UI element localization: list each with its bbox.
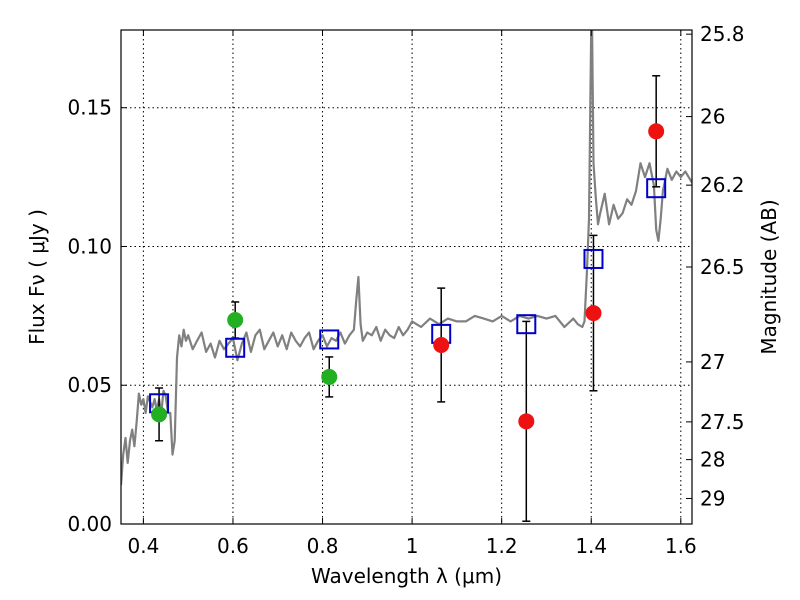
y-tick-label: 0.15	[67, 96, 112, 120]
x-tick-label: 1.6	[665, 534, 697, 558]
red-data-point	[433, 336, 450, 353]
model-spectrum-line	[121, 30, 692, 486]
right-axis-label: Magnitude (AB)	[757, 199, 781, 354]
red-data-point	[585, 305, 602, 322]
x-tick-label: 1	[406, 534, 419, 558]
right-tick-label: 27.5	[700, 410, 745, 434]
axis-ticks: 0.4 0.6 0.8 1 1.2 1.4 1.6 0.00 0.05 0.10 0.15 25.8 2…	[67, 22, 744, 558]
green-data-point	[227, 312, 244, 329]
x-tick-label: 0.8	[307, 534, 339, 558]
right-tick-label: 26.2	[700, 173, 745, 197]
right-tick-label: 28	[700, 448, 725, 472]
right-tick-label: 27	[700, 350, 725, 374]
green-data-point	[321, 368, 338, 385]
model-flux-square	[225, 337, 246, 358]
red-data-point	[518, 413, 535, 430]
y-tick-label: 0.10	[67, 234, 112, 258]
right-tick-label: 25.8	[700, 22, 745, 46]
right-tick-label: 29	[700, 486, 725, 510]
plot-frame	[120, 29, 693, 525]
right-tick-label: 26	[700, 105, 725, 129]
model-flux-square	[516, 314, 537, 335]
x-tick-label: 1.2	[486, 534, 518, 558]
x-tick-label: 0.6	[217, 534, 249, 558]
y-tick-label: 0.00	[67, 512, 112, 536]
green-data-point	[151, 406, 168, 423]
y-tick-label: 0.05	[67, 373, 112, 397]
model-flux-square	[319, 329, 340, 350]
x-tick-label: 0.4	[127, 534, 159, 558]
red-data-point	[648, 123, 665, 140]
model-flux-square	[646, 178, 667, 199]
plot-area	[121, 30, 692, 522]
right-tick-label: 26.5	[700, 255, 745, 279]
model-flux-square	[583, 248, 604, 269]
x-tick-label: 1.4	[575, 534, 607, 558]
x-axis-label: Wavelength λ (μm)	[311, 564, 502, 588]
y-axis-label: Flux Fν ( μJy )	[25, 209, 49, 345]
